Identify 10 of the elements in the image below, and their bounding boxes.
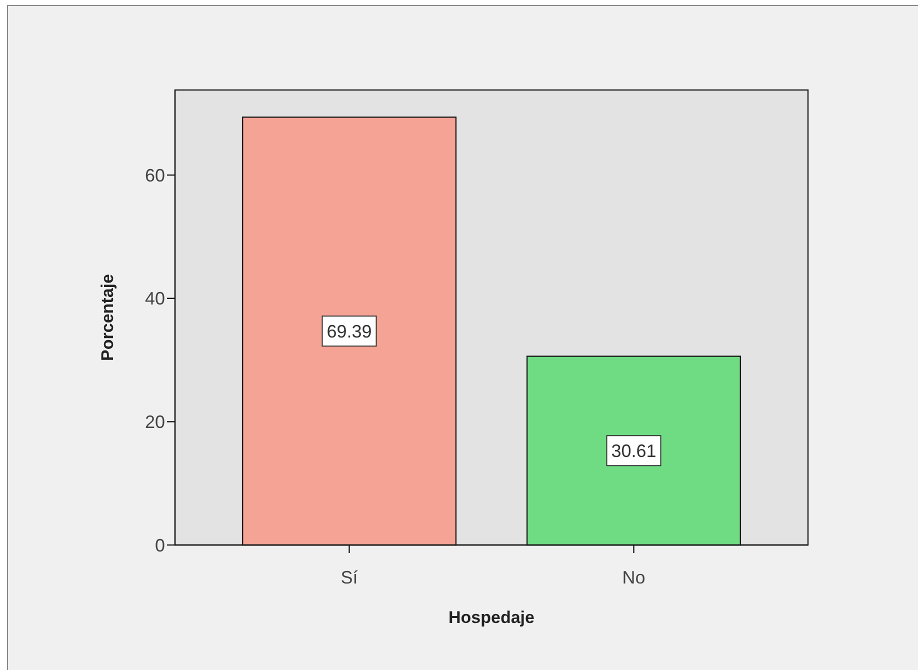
- y-tick-label: 0: [154, 535, 165, 556]
- y-axis-title: Porcentaje: [98, 274, 117, 361]
- x-axis-title: Hospedaje: [448, 608, 534, 627]
- x-tick-label: No: [622, 567, 646, 588]
- data-label: 69.39: [326, 321, 372, 342]
- y-tick-label: 60: [144, 165, 165, 186]
- x-tick-label: Sí: [340, 567, 358, 588]
- data-label: 30.61: [611, 440, 656, 461]
- y-tick-label: 40: [144, 288, 165, 309]
- y-tick-label: 20: [144, 412, 165, 432]
